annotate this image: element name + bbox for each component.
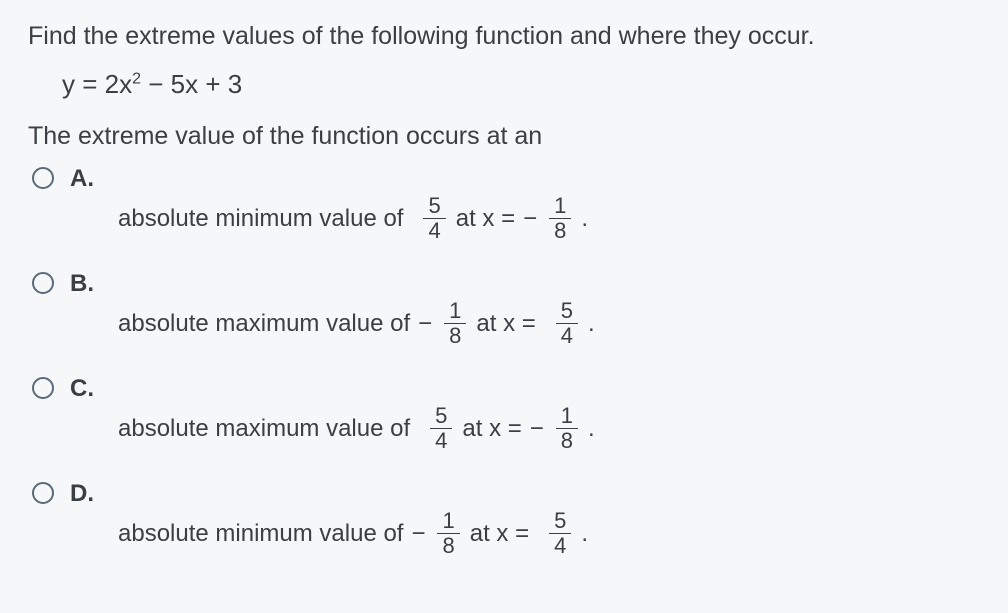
option-c-x-num: 1	[556, 405, 578, 429]
question-text: Find the extreme values of the following…	[28, 22, 980, 51]
option-c-letter: C.	[70, 375, 980, 403]
option-a-lead: absolute minimum value of	[118, 205, 403, 233]
equation-suffix: − 5x + 3	[141, 69, 242, 99]
option-c-at: at x =	[462, 415, 521, 443]
option-b-x-frac: 5 4	[556, 300, 578, 347]
option-d-x-den: 4	[549, 534, 571, 557]
option-c: C. absolute maximum value of 5 4 at x = …	[32, 375, 980, 452]
option-d-text: absolute minimum value of − 1 8 at x = 5…	[118, 510, 980, 557]
option-b-val-sign: −	[418, 310, 432, 338]
equation-exponent: 2	[132, 70, 141, 87]
option-d-letter: D.	[70, 480, 980, 508]
option-b-at: at x =	[476, 310, 535, 338]
option-a-letter: A.	[70, 165, 980, 193]
option-b-val-den: 8	[444, 324, 466, 347]
equation-prefix: y = 2x	[62, 69, 132, 99]
option-d: D. absolute minimum value of − 1 8 at x …	[32, 480, 980, 557]
option-b-text: absolute maximum value of − 1 8 at x = 5…	[118, 300, 980, 347]
option-b-body: B. absolute maximum value of − 1 8 at x …	[70, 270, 980, 347]
option-c-x-sign: −	[530, 415, 544, 443]
option-d-body: D. absolute minimum value of − 1 8 at x …	[70, 480, 980, 557]
option-a-x-frac: 1 8	[549, 195, 571, 242]
radio-b[interactable]	[32, 272, 54, 294]
question-page: Find the extreme values of the following…	[0, 0, 1008, 579]
option-d-val-num: 1	[437, 510, 459, 534]
option-a: A. absolute minimum value of 5 4 at x = …	[32, 165, 980, 242]
option-list: A. absolute minimum value of 5 4 at x = …	[32, 165, 980, 557]
option-c-val-num: 5	[430, 405, 452, 429]
option-d-lead: absolute minimum value of	[118, 520, 403, 548]
option-b-lead: absolute maximum value of	[118, 310, 410, 338]
option-b-letter: B.	[70, 270, 980, 298]
option-d-period: .	[581, 520, 588, 548]
radio-a[interactable]	[32, 167, 54, 189]
option-b-val-num: 1	[444, 300, 466, 324]
option-a-val-num: 5	[423, 195, 445, 219]
option-d-x-frac: 5 4	[549, 510, 571, 557]
option-d-x-num: 5	[549, 510, 571, 534]
option-c-period: .	[588, 415, 595, 443]
option-c-lead: absolute maximum value of	[118, 415, 410, 443]
option-d-at: at x =	[470, 520, 529, 548]
option-b-x-num: 5	[556, 300, 578, 324]
option-c-x-frac: 1 8	[556, 405, 578, 452]
option-b: B. absolute maximum value of − 1 8 at x …	[32, 270, 980, 347]
option-a-body: A. absolute minimum value of 5 4 at x = …	[70, 165, 980, 242]
option-d-val-sign: −	[411, 520, 425, 548]
option-a-x-den: 8	[549, 219, 571, 242]
option-b-period: .	[588, 310, 595, 338]
option-c-x-den: 8	[556, 429, 578, 452]
option-b-x-den: 4	[556, 324, 578, 347]
option-a-period: .	[581, 205, 588, 233]
prompt-text: The extreme value of the function occurs…	[28, 122, 980, 151]
radio-d[interactable]	[32, 482, 54, 504]
option-d-val-frac: 1 8	[437, 510, 459, 557]
option-b-val-frac: 1 8	[444, 300, 466, 347]
option-a-at: at x =	[456, 205, 515, 233]
option-a-text: absolute minimum value of 5 4 at x = − 1…	[118, 195, 980, 242]
option-c-text: absolute maximum value of 5 4 at x = − 1…	[118, 405, 980, 452]
option-c-val-den: 4	[430, 429, 452, 452]
option-a-val-frac: 5 4	[423, 195, 445, 242]
equation: y = 2x2 − 5x + 3	[62, 69, 980, 100]
option-c-val-frac: 5 4	[430, 405, 452, 452]
option-c-body: C. absolute maximum value of 5 4 at x = …	[70, 375, 980, 452]
option-a-x-sign: −	[523, 205, 537, 233]
option-d-val-den: 8	[437, 534, 459, 557]
option-a-val-den: 4	[423, 219, 445, 242]
radio-c[interactable]	[32, 377, 54, 399]
option-a-x-num: 1	[549, 195, 571, 219]
